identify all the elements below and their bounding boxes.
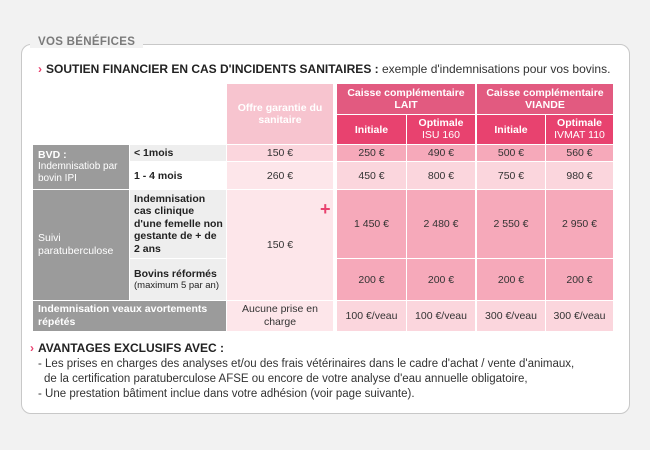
subtitle-normal: exemple d'indemnisations pour vos bovins…	[382, 62, 611, 76]
cell-r2-lait-optimale: 800 €	[407, 162, 475, 189]
cell-r2-offre: 260 €	[227, 162, 333, 189]
subtitle: › SOUTIEN FINANCIER EN CAS D'INCIDENTS SA…	[38, 62, 610, 76]
row-label-lt1mois: < 1mois	[130, 145, 226, 161]
row-label-cas-clinique: Indemnisation cas clinique d'une femelle…	[130, 190, 226, 258]
header-viande-optimale: Optimale IVMAT 110	[546, 115, 613, 144]
header-viande-initiale: Initiale	[477, 115, 545, 144]
subtitle-bold: SOUTIEN FINANCIER EN CAS D'INCIDENTS SAN…	[46, 62, 379, 76]
row-label-veaux: Indemnisation veaux avortements répétés	[33, 301, 226, 331]
advantages-title: › AVANTAGES EXCLUSIFS AVEC :	[30, 341, 224, 355]
cell-r1-viande-optimale: 560 €	[546, 145, 613, 161]
cell-r3-viande-initiale: 2 550 €	[477, 190, 545, 258]
advantages-line-1: - Les prises en charges des analyses et/…	[38, 358, 575, 370]
header-lait-optimale: Optimale ISU 160	[407, 115, 475, 144]
cell-suivi-offre: 150 €	[227, 190, 333, 300]
cell-r4-lait-optimale: 200 €	[407, 259, 475, 300]
cell-r5-lait-initiale: 100 €/veau	[337, 301, 406, 331]
suivi-label: Suivi paratuberculose	[33, 190, 129, 300]
cell-r2-viande-optimale: 980 €	[546, 162, 613, 189]
cell-r3-lait-optimale: 2 480 €	[407, 190, 475, 258]
cell-r1-lait-initiale: 250 €	[337, 145, 406, 161]
cell-r5-viande-initiale: 300 €/veau	[477, 301, 545, 331]
cell-r4-viande-initiale: 200 €	[477, 259, 545, 300]
cell-r1-viande-initiale: 500 €	[477, 145, 545, 161]
header-offre: Offre garantie du sanitaire	[227, 84, 333, 144]
cell-r1-lait-optimale: 490 €	[407, 145, 475, 161]
cell-r5-lait-optimale: 100 €/veau	[407, 301, 475, 331]
bvd-label: BVD : Indemnisatiob par bovin IPI	[33, 145, 129, 189]
plus-sign: +	[320, 199, 331, 219]
cell-r3-viande-optimale: 2 950 €	[546, 190, 613, 258]
bvd-subtitle: Indemnisatiob par bovin IPI	[38, 161, 118, 185]
cell-r1-offre: 150 €	[227, 145, 333, 161]
optimale-label: Optimale	[418, 116, 464, 129]
cell-r4-lait-initiale: 200 €	[337, 259, 406, 300]
isu-label: ISU 160	[422, 128, 460, 141]
cell-r2-lait-initiale: 450 €	[337, 162, 406, 189]
header-lait: Caisse complémentaire LAIT	[337, 84, 475, 114]
cell-r2-viande-initiale: 750 €	[477, 162, 545, 189]
chevron-right-icon: ›	[30, 341, 34, 355]
cell-r5-offre: Aucune prise en charge	[227, 301, 333, 331]
section-title: VOS BÉNÉFICES	[30, 36, 144, 48]
advantages-title-text: AVANTAGES EXCLUSIFS AVEC :	[38, 341, 225, 355]
header-viande: Caisse complémentaire VIANDE	[477, 84, 613, 114]
cell-r5-viande-optimale: 300 €/veau	[546, 301, 613, 331]
header-lait-initiale: Initiale	[337, 115, 406, 144]
bovins-reformes-note: (maximum 5 par an)	[134, 280, 219, 292]
advantages-line-3: - Une prestation bâtiment inclue dans vo…	[38, 388, 415, 400]
optimale-label: Optimale	[557, 116, 602, 129]
row-label-bovins-reformes: Bovins réformés (maximum 5 par an)	[130, 259, 226, 300]
chevron-right-icon: ›	[38, 62, 42, 76]
advantages-line-2: de la certification paratuberculose AFSE…	[44, 373, 528, 385]
cell-r4-viande-optimale: 200 €	[546, 259, 613, 300]
bovins-reformes-title: Bovins réformés	[134, 267, 217, 280]
ivmat-label: IVMAT 110	[554, 128, 605, 141]
cell-r3-lait-initiale: 1 450 €	[337, 190, 406, 258]
row-label-1-4mois: 1 - 4 mois	[130, 162, 226, 189]
bvd-title: BVD :	[38, 148, 67, 161]
